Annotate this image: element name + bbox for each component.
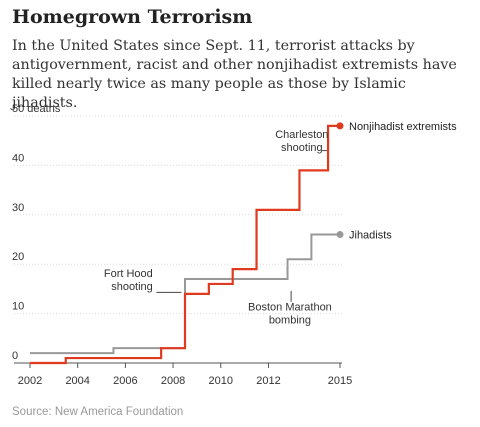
y-tick-label: 50 deaths: [12, 103, 61, 115]
x-tick-label: 2008: [161, 375, 185, 387]
nonjihadist-endpoint: [336, 122, 344, 130]
source-note: Source: New America Foundation: [12, 406, 184, 418]
y-tick-label: 10: [12, 301, 24, 313]
boston-annotation: Boston Marathon bombing: [248, 302, 332, 327]
y-tick-label: 30: [12, 202, 24, 214]
x-tick-label: 2004: [65, 375, 89, 387]
y-tick-label: 40: [12, 152, 24, 164]
y-tick-label: 0: [12, 350, 18, 362]
chart-title: Homegrown Terrorism: [12, 6, 253, 28]
y-tick-label: 20: [12, 251, 24, 263]
x-tick-label: 2015: [328, 375, 352, 387]
fort-hood-annotation: Fort Hood shooting: [104, 268, 153, 293]
jihadists-line: [30, 233, 340, 355]
chart-subtitle: In the United States since Sept. 11, ter…: [12, 38, 457, 111]
jihadists-label: Jihadists: [349, 230, 392, 242]
x-tick-label: 2002: [18, 375, 42, 387]
x-tick-label: 2006: [113, 375, 137, 387]
nonjihadist-line: [30, 124, 340, 365]
chart-plot: 0 10 20 30 40 50 deaths 2002 2004 2006 2008 2010 2…: [12, 103, 457, 387]
x-tick-label: 2010: [209, 375, 233, 387]
x-tick-label: 2012: [256, 375, 280, 387]
nonjihadist-label: Nonjihadist extremists: [349, 121, 457, 133]
jihadists-endpoint: [336, 231, 344, 239]
charleston-annotation: Charleston shooting: [275, 129, 328, 154]
